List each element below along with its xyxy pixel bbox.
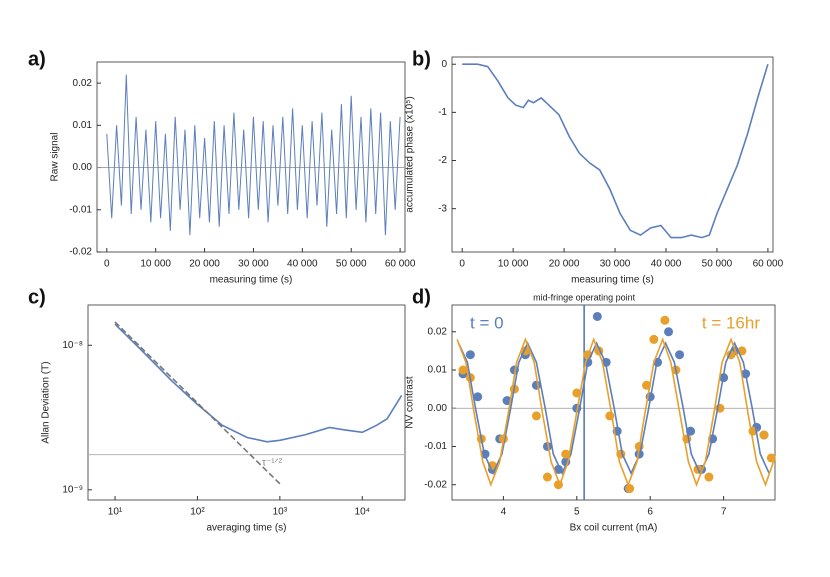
data-point [649, 334, 659, 344]
x-axis-label: measuring time (s) [571, 275, 654, 286]
x-tick-label: 10² [190, 507, 205, 518]
slope-line [114, 321, 281, 485]
data-point [759, 430, 769, 440]
x-tick-label: 0 [104, 259, 110, 270]
panel-label: b) [412, 48, 431, 70]
data-point [766, 453, 776, 463]
y-tick-label: -0.02 [424, 479, 447, 490]
x-axis-label: Bx coil current (mA) [570, 523, 658, 534]
x-tick-label: 10¹ [108, 507, 123, 518]
y-tick-label: 0.00 [73, 162, 93, 173]
y-tick-label: 0.02 [428, 326, 448, 337]
x-tick-label: 10⁴ [355, 507, 370, 518]
data-point [542, 472, 552, 482]
panel-label: c) [28, 286, 46, 308]
y-tick-label: -2 [438, 155, 447, 166]
y-tick-label: 0.00 [428, 403, 448, 414]
data-point [531, 411, 541, 421]
y-tick-label: 0.02 [73, 78, 93, 89]
data-point [660, 315, 670, 325]
data-point [704, 472, 714, 482]
y-tick-label: 0 [441, 59, 447, 70]
y-tick-label: 0.01 [428, 365, 448, 376]
x-tick-label: 10 000 [140, 259, 171, 270]
x-tick-label: 50 000 [336, 259, 367, 270]
plot-frame [451, 304, 776, 501]
x-axis-label: averaging time (s) [206, 523, 286, 534]
x-tick-label: 0 [459, 259, 465, 270]
y-tick-label: 10⁻⁹ [62, 484, 83, 495]
data-point [625, 484, 635, 494]
data-point [664, 327, 674, 337]
x-tick-label: 6 [647, 507, 653, 518]
data-point [592, 311, 602, 321]
panel-label: a) [28, 48, 46, 70]
x-tick-label: 20 000 [549, 259, 580, 270]
y-tick-label: -1 [438, 107, 447, 118]
data-point [458, 365, 468, 375]
y-axis-label: NV contrast [405, 376, 416, 428]
data-line [114, 323, 403, 443]
panel-label: d) [412, 286, 431, 308]
legend-entry: t = 0 [470, 313, 504, 332]
x-tick-label: 7 [721, 507, 727, 518]
data-point [473, 392, 483, 402]
annotation: τ⁻¹ᐟ² [262, 458, 283, 469]
y-axis-label: accumulated phase (x10⁵) [405, 96, 416, 212]
x-tick-label: 50 000 [702, 259, 733, 270]
y-tick-label: -0.01 [424, 441, 447, 452]
x-tick-label: 20 000 [189, 259, 220, 270]
x-tick-label: 30 000 [600, 259, 631, 270]
data-point [675, 350, 685, 360]
x-tick-label: 5 [574, 507, 580, 518]
x-tick-label: 40 000 [287, 259, 318, 270]
data-line [106, 74, 401, 236]
x-axis-label: measuring time (s) [210, 275, 293, 286]
data-line [457, 341, 770, 476]
x-tick-label: 60 000 [753, 259, 784, 270]
data-point [542, 441, 552, 451]
y-tick-label: -0.02 [69, 247, 92, 258]
data-point [465, 350, 475, 360]
data-line [456, 337, 775, 488]
x-tick-label: 10³ [273, 507, 288, 518]
y-tick-label: -0.01 [69, 204, 92, 215]
operating-point-label: mid-fringe operating point [533, 292, 636, 302]
legend-entry: t = 16hr [702, 313, 760, 332]
x-tick-label: 40 000 [651, 259, 682, 270]
plot-frame [451, 56, 774, 253]
x-tick-label: 30 000 [238, 259, 269, 270]
y-tick-label: -3 [438, 203, 447, 214]
data-line [462, 63, 769, 239]
plot-frame [96, 61, 406, 253]
y-tick-label: 0.01 [73, 120, 93, 131]
y-axis-label: Allan Deviation (T) [41, 361, 52, 443]
plot-frame [87, 304, 406, 501]
data-point [561, 449, 571, 459]
x-tick-label: 10 000 [498, 259, 529, 270]
y-axis-label: Raw signal [50, 133, 61, 182]
x-tick-label: 60 000 [385, 259, 416, 270]
x-tick-label: 4 [501, 507, 507, 518]
y-tick-label: 10⁻⁸ [62, 340, 83, 351]
